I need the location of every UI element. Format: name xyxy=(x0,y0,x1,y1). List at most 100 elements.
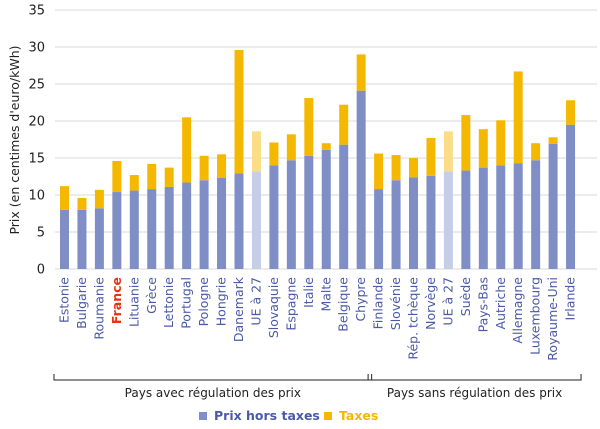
bar-prix-hors-taxes-5 xyxy=(147,189,157,269)
bar-prix-hors-taxes-13 xyxy=(286,160,296,269)
bar-prix-hors-taxes-15 xyxy=(321,149,331,269)
bar-taxes-27 xyxy=(531,143,541,161)
bar-taxes-23 xyxy=(461,115,471,171)
bar-prix-hors-taxes-12 xyxy=(269,165,279,269)
x-category-label: Estonie xyxy=(57,277,72,323)
x-category-label: Autriche xyxy=(493,277,508,330)
bar-prix-hors-taxes-29 xyxy=(566,124,576,269)
bar-taxes-13 xyxy=(286,134,296,161)
bar-taxes-12 xyxy=(269,142,279,166)
bar-prix-hors-taxes-19 xyxy=(391,180,401,269)
bar-prix-hors-taxes-21 xyxy=(426,175,436,269)
y-tick-label: 0 xyxy=(37,263,45,278)
bar-prix-hors-taxes-4 xyxy=(129,190,139,269)
bar-prix-hors-taxes-11 xyxy=(251,171,261,269)
bar-prix-hors-taxes-27 xyxy=(531,160,541,269)
x-category-label: Espagne xyxy=(283,277,298,331)
bar-prix-hors-taxes-1 xyxy=(77,209,87,269)
legend-swatch-taxes xyxy=(324,412,332,420)
x-category-label: Belgique xyxy=(336,277,351,332)
x-category-label: UE à 27 xyxy=(248,277,263,326)
bars xyxy=(60,49,576,269)
bar-taxes-4 xyxy=(129,175,139,191)
bar-prix-hors-taxes-18 xyxy=(374,189,384,269)
bar-taxes-10 xyxy=(234,49,244,174)
group-label: Pays sans régulation des prix xyxy=(387,386,562,400)
bar-prix-hors-taxes-10 xyxy=(234,173,244,269)
bar-taxes-14 xyxy=(304,98,314,156)
bar-taxes-20 xyxy=(409,158,418,178)
x-category-label: Suède xyxy=(458,277,473,316)
x-category-label: France xyxy=(109,277,124,324)
bar-taxes-17 xyxy=(356,54,366,91)
bar-prix-hors-taxes-20 xyxy=(409,177,418,269)
bar-taxes-16 xyxy=(339,104,349,145)
bar-prix-hors-taxes-2 xyxy=(94,208,104,269)
x-axis-labels: Estonie Bulgarie Roumanie France Lituanie Grè… xyxy=(57,276,578,360)
y-tick-label: 20 xyxy=(28,115,45,130)
bar-taxes-21 xyxy=(426,138,436,176)
bar-taxes-15 xyxy=(321,143,331,150)
bar-prix-hors-taxes-9 xyxy=(217,177,227,269)
group-brackets: Pays avec régulation des prix Pays sans r… xyxy=(53,374,582,400)
y-axis-title: Prix (en centimes d'euro/kWh) xyxy=(7,45,22,234)
bar-prix-hors-taxes-16 xyxy=(339,144,349,269)
bar-prix-hors-taxes-23 xyxy=(461,170,471,269)
x-category-label: Italie xyxy=(301,277,316,308)
x-category-label: Portugal xyxy=(179,277,194,329)
x-category-label: Luxembourg xyxy=(528,277,543,355)
y-tick-label: 5 xyxy=(37,226,45,241)
x-category-label: Royaume-Uni xyxy=(545,277,560,361)
bar-prix-hors-taxes-25 xyxy=(496,165,506,269)
bar-prix-hors-taxes-24 xyxy=(478,167,488,269)
legend-label-taxes: Taxes xyxy=(339,408,378,423)
bar-taxes-22 xyxy=(443,131,453,172)
bar-taxes-28 xyxy=(548,137,558,144)
bar-taxes-2 xyxy=(94,189,104,209)
bar-prix-hors-taxes-28 xyxy=(548,143,558,269)
x-category-label: Finlande xyxy=(371,277,386,330)
x-category-label: Hongrie xyxy=(214,277,229,327)
bar-prix-hors-taxes-3 xyxy=(112,192,122,269)
bar-taxes-29 xyxy=(566,100,576,125)
bar-taxes-6 xyxy=(164,167,174,187)
bar-prix-hors-taxes-17 xyxy=(356,90,366,269)
x-category-label: Grèce xyxy=(144,277,159,314)
y-tick-label: 30 xyxy=(28,41,45,56)
bar-taxes-0 xyxy=(60,186,69,210)
bar-taxes-11 xyxy=(251,131,261,172)
legend: Prix hors taxes Taxes xyxy=(199,408,378,423)
x-category-label: Bulgarie xyxy=(74,277,89,329)
bar-taxes-1 xyxy=(77,197,87,210)
x-category-label: Norvège xyxy=(423,277,438,330)
y-tick-label: 10 xyxy=(28,189,45,204)
x-category-label: Slovénie xyxy=(388,277,403,331)
bar-prix-hors-taxes-22 xyxy=(443,171,453,269)
y-axis-ticks: 0 5 10 15 20 25 30 35 xyxy=(28,4,45,278)
bar-prix-hors-taxes-14 xyxy=(304,155,314,269)
x-category-label: Slovaquie xyxy=(266,277,281,338)
bar-taxes-9 xyxy=(217,154,227,178)
x-category-label: Roumanie xyxy=(91,277,106,340)
legend-swatch-prix-hors-taxes xyxy=(199,412,207,420)
group-label: Pays avec régulation des prix xyxy=(125,386,301,400)
legend-label-prix-hors-taxes: Prix hors taxes xyxy=(214,408,320,423)
x-category-label: Lettonie xyxy=(161,277,176,328)
bar-taxes-25 xyxy=(496,120,506,166)
x-category-label: Irlande xyxy=(563,277,578,321)
bar-prix-hors-taxes-26 xyxy=(513,163,523,269)
bar-taxes-8 xyxy=(199,155,209,181)
bar-prix-hors-taxes-8 xyxy=(199,180,209,269)
bar-taxes-5 xyxy=(147,163,157,190)
x-category-label: Pologne xyxy=(196,277,211,327)
x-category-label: Chypre xyxy=(353,277,368,322)
bar-prix-hors-taxes-0 xyxy=(60,209,69,269)
bar-taxes-18 xyxy=(374,153,384,190)
y-tick-label: 25 xyxy=(28,78,45,93)
group-bracket-0 xyxy=(53,374,373,381)
x-category-label: Malte xyxy=(318,277,333,312)
bar-prix-hors-taxes-7 xyxy=(182,182,192,269)
bar-taxes-26 xyxy=(513,71,523,164)
